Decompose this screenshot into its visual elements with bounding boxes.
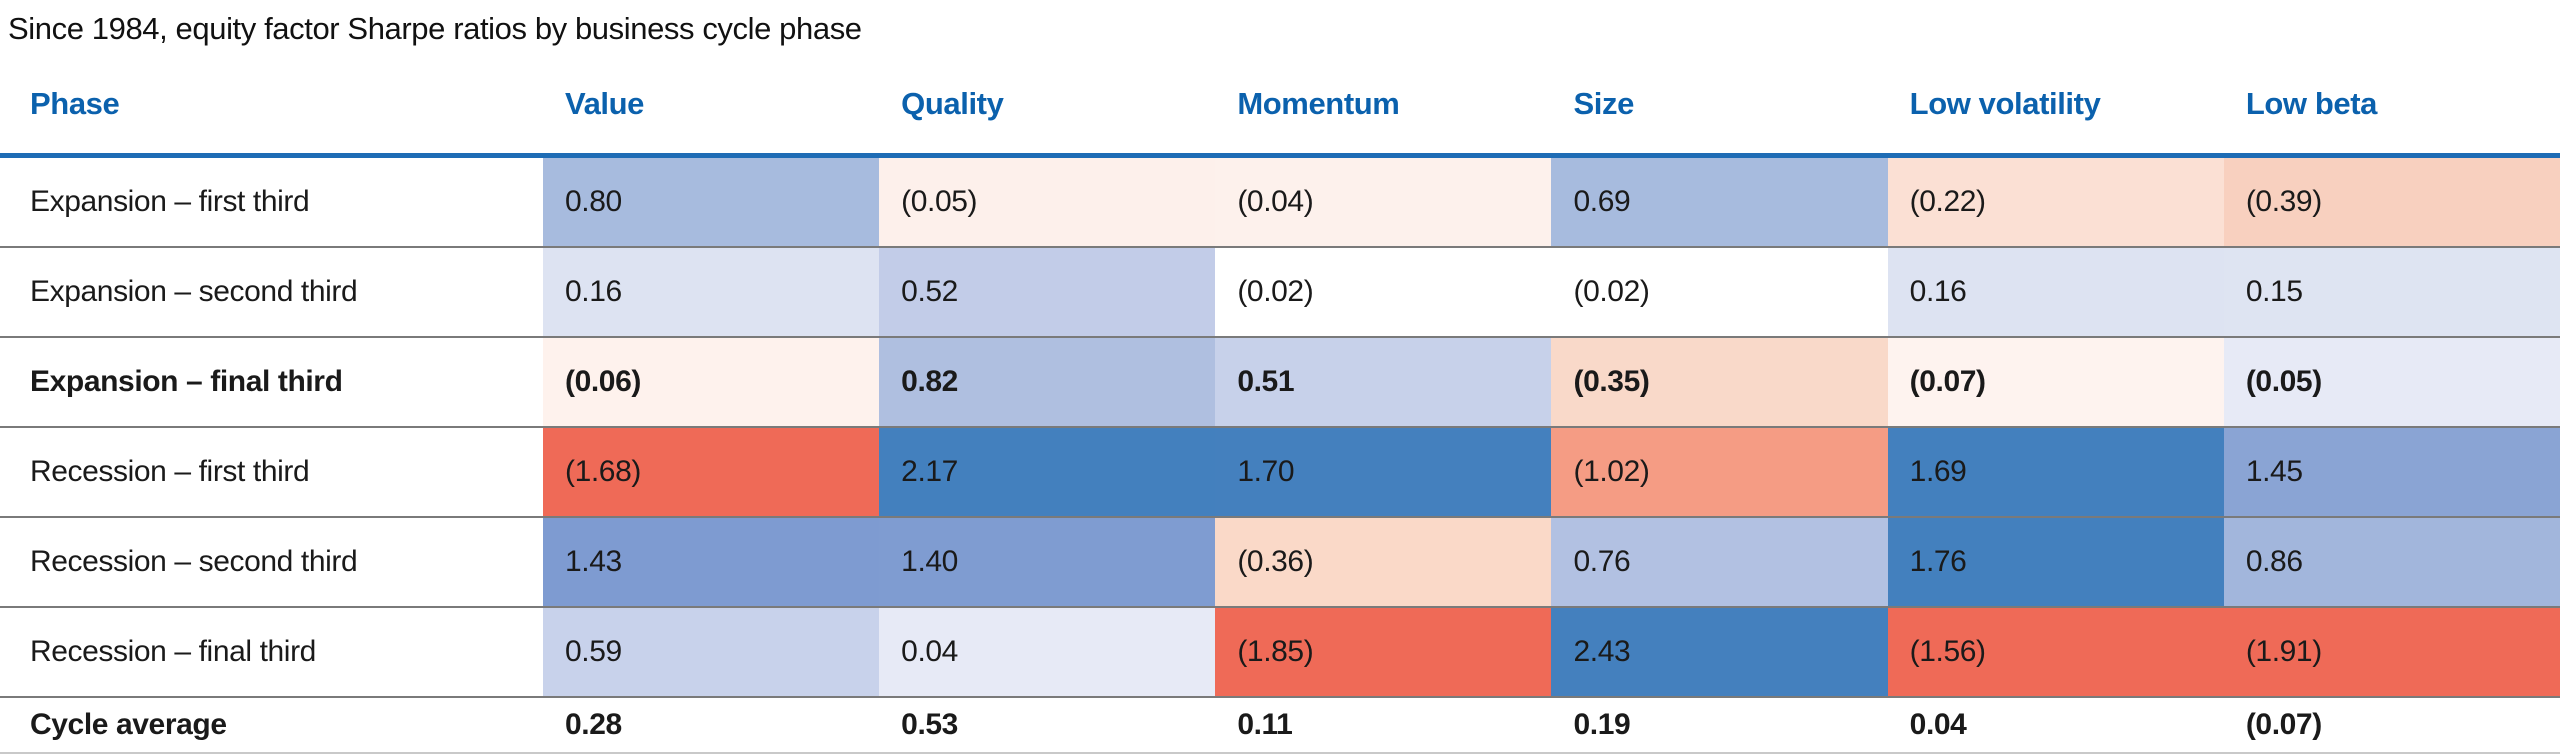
cell-value: 0.19 — [1551, 698, 1888, 752]
table-body: Expansion – first third 0.80 (0.05) (0.04) 0… — [0, 158, 2560, 754]
table-row: Expansion – second third 0.16 0.52 (0.02) (0… — [0, 248, 2560, 338]
column-header-low-volatility: Low volatility — [1909, 86, 2101, 121]
table-summary-row: Cycle average 0.28 0.53 0.11 0.19 0.04 (0.07) — [0, 698, 2560, 754]
cell-value: 0.51 — [1215, 338, 1552, 426]
page-title: Since 1984, equity factor Sharpe ratios … — [8, 11, 862, 46]
cell-value: 0.53 — [879, 698, 1216, 752]
row-phase-label: Recession – first third — [0, 428, 543, 516]
cell-value: (0.07) — [2223, 698, 2560, 752]
row-phase-label: Recession – final third — [0, 608, 543, 696]
cell-value: 1.70 — [1215, 428, 1552, 516]
cell-value: 2.43 — [1551, 608, 1888, 696]
cell-value: (0.02) — [1215, 248, 1552, 336]
cell-value: (0.07) — [1887, 338, 2224, 426]
column-header-value: Value — [565, 86, 644, 121]
cell-value: (1.91) — [2223, 608, 2560, 696]
cell-value: (0.04) — [1215, 158, 1552, 246]
row-phase-label: Cycle average — [0, 698, 543, 752]
row-phase-label: Expansion – final third — [0, 338, 543, 426]
column-header-phase: Phase — [30, 86, 120, 121]
cell-value: (1.85) — [1215, 608, 1552, 696]
cell-value: 1.76 — [1887, 518, 2224, 606]
cell-value: (1.56) — [1887, 608, 2224, 696]
cell-value: 0.04 — [879, 608, 1216, 696]
cell-value: (0.05) — [2223, 338, 2560, 426]
table-row: Recession – first third (1.68) 2.17 1.70 (1.… — [0, 428, 2560, 518]
cell-value: 0.82 — [879, 338, 1216, 426]
cell-value: 0.76 — [1551, 518, 1888, 606]
cell-value: (0.35) — [1551, 338, 1888, 426]
cell-value: (0.22) — [1887, 158, 2224, 246]
cell-value: 1.45 — [2223, 428, 2560, 516]
cell-value: 2.17 — [879, 428, 1216, 516]
cell-value: 0.59 — [543, 608, 880, 696]
cell-value: 0.28 — [543, 698, 880, 752]
cell-value: 1.69 — [1887, 428, 2224, 516]
cell-value: 0.15 — [2223, 248, 2560, 336]
cell-value: 0.16 — [1887, 248, 2224, 336]
cell-value: 0.86 — [2223, 518, 2560, 606]
cell-value: (0.05) — [879, 158, 1216, 246]
cell-value: 1.40 — [879, 518, 1216, 606]
column-header-size: Size — [1573, 86, 1634, 121]
cell-value: (0.39) — [2223, 158, 2560, 246]
table-row: Recession – final third 0.59 0.04 (1.85) 2.4… — [0, 608, 2560, 698]
table-row: Recession – second third 1.43 1.40 (0.36) 0.… — [0, 518, 2560, 608]
table-row: Expansion – first third 0.80 (0.05) (0.04) 0… — [0, 158, 2560, 248]
table-header-row: Phase Value Quality Momentum Size Low vo… — [0, 55, 2560, 158]
column-header-low-beta: Low beta — [2245, 86, 2378, 121]
cell-value: 0.11 — [1215, 698, 1552, 752]
row-phase-label: Expansion – first third — [0, 158, 543, 246]
cell-value: 0.80 — [543, 158, 880, 246]
cell-value: 0.52 — [879, 248, 1216, 336]
cell-value: 1.43 — [543, 518, 880, 606]
cell-value: 0.16 — [543, 248, 880, 336]
row-phase-label: Recession – second third — [0, 518, 543, 606]
cell-value: (1.68) — [543, 428, 880, 516]
cell-value: 0.69 — [1551, 158, 1888, 246]
cell-value: (0.36) — [1215, 518, 1552, 606]
column-header-quality: Quality — [901, 86, 1004, 121]
cell-value: (1.02) — [1551, 428, 1888, 516]
table-row: Expansion – final third (0.06) 0.82 0.51 (0.… — [0, 338, 2560, 428]
cell-value: (0.06) — [543, 338, 880, 426]
cell-value: 0.04 — [1887, 698, 2224, 752]
column-header-momentum: Momentum — [1237, 86, 1400, 121]
cell-value: (0.02) — [1551, 248, 1888, 336]
row-phase-label: Expansion – second third — [0, 248, 543, 336]
